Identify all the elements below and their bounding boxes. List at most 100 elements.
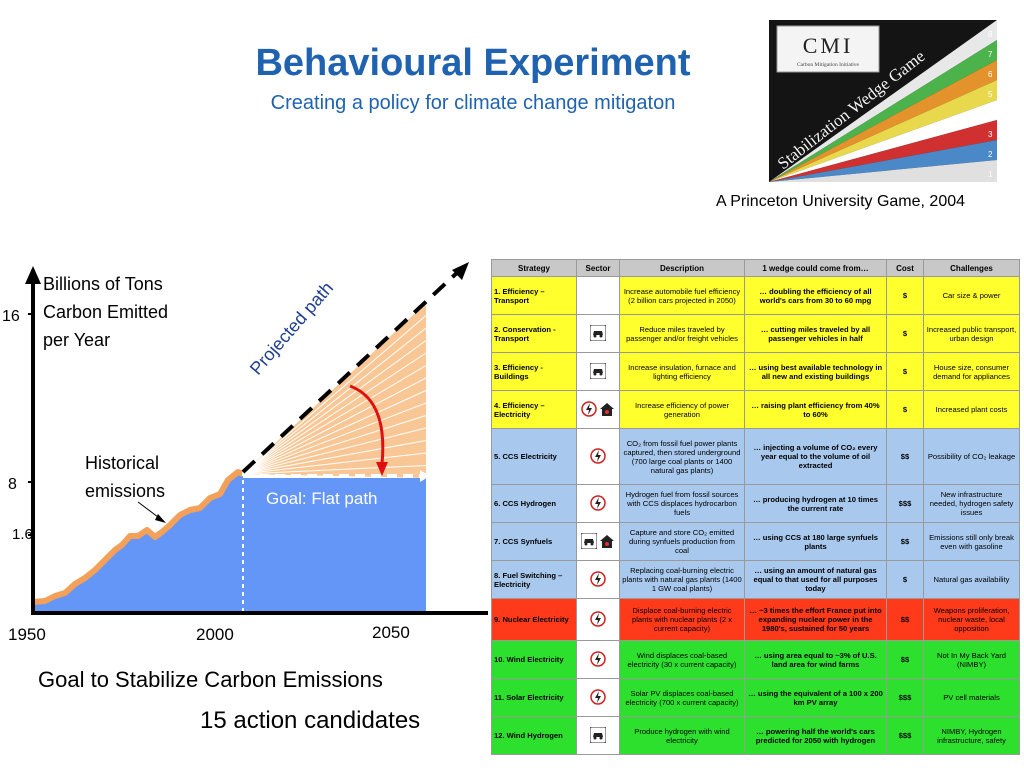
table-row: 10. Wind Electricity Wind displaces coal-… [491,640,1020,679]
wedge-source-cell: … doubling the efficiency of all world's… [744,276,887,315]
description-cell: Reduce miles traveled by passenger and/o… [619,314,745,353]
strategy-cell: 8. Fuel Switching – Electricity [491,560,577,599]
wedge-source-cell: … cutting miles traveled by all passenge… [744,314,887,353]
sector-cell [576,314,620,353]
house-icon [599,401,615,419]
lightning-bolt-icon [590,688,606,707]
header-description: Description [619,259,745,277]
x-tick-2000: 2000 [196,625,234,644]
description-cell: Produce hydrogen with wind electricity [619,716,745,755]
sector-cell [576,640,620,679]
reduction-arrow [349,384,385,465]
projected-path-line [241,268,462,474]
lightning-bolt-icon [590,650,606,669]
page-title: Behavioural Experiment [255,42,691,84]
strategy-cell: 3. Efficiency - Buildings [491,352,577,391]
wedge-stripe [241,365,427,475]
cost-cell: $ [886,390,924,429]
challenges-cell: Increased public transport, urban design [923,314,1020,353]
strategy-cell: 12. Wind Hydrogen [491,716,577,755]
sector-cell [576,276,620,315]
sector-cell [576,716,620,755]
table-row: 11. Solar Electricity Solar PV displaces … [491,678,1020,717]
description-cell: Increase automobile fuel efficiency (2 b… [619,276,745,315]
projected-path-label: Projected path [246,278,337,379]
y-tick-16: 16 [2,308,20,325]
wedge-source-cell: … injecting a volume of CO₂ every year e… [744,428,887,485]
lightning-bolt-icon [590,447,606,466]
sector-cell [576,484,620,523]
action-caption: 15 action candidates [200,707,421,734]
header-sector: Sector [576,259,620,277]
description-cell: CO₂ from fossil fuel power plants captur… [619,428,745,485]
wedge-stripe [241,390,427,475]
car-icon [580,532,598,551]
y-tick-1-6: 1.6 [12,526,33,543]
x-tick-1950: 1950 [8,625,46,644]
wedge-source-cell: … using CCS at 180 large synfuels plants [744,522,887,561]
table-row: 9. Nuclear Electricity Displace coal-burn… [491,598,1020,641]
sector-cell [576,598,620,641]
description-cell: Increase insulation, furnace and lightin… [619,352,745,391]
wedge-stripe [241,377,427,475]
sector-cell [576,352,620,391]
logo-brand: CMI [803,33,854,58]
description-cell: Wind displaces coal-based electricity (3… [619,640,745,679]
sector-cell [576,428,620,485]
table-row: 8. Fuel Switching – Electricity Replacing… [491,560,1020,599]
cost-cell: $$$ [886,484,924,523]
wedge-source-cell: … ~3 times the effort France put into ex… [744,598,887,641]
wedge-stripe [241,440,427,475]
challenges-cell: Natural gas availability [923,560,1020,599]
wedge-stripe [241,465,427,475]
logo-wedge-number: 3 [988,130,993,139]
challenges-cell: House size, consumer demand for applianc… [923,352,1020,391]
strategy-cell: 7. CCS Synfuels [491,522,577,561]
historical-emissions-label: Historical emissions [85,453,166,501]
logo-wedge-number: 6 [988,70,993,79]
logo-brand-sub: Carbon Mitigation Initiative [797,62,860,68]
challenges-cell: Emissions still only break even with gas… [923,522,1020,561]
wedge-source-cell: … using best available technology in all… [744,352,887,391]
logo-wedge-number: 5 [988,90,993,99]
strategy-cell: 5. CCS Electricity [491,428,577,485]
sector-cell [576,560,620,599]
wedge-stripe [241,340,427,475]
header-challenges: Challenges [923,259,1020,277]
projected-arrowhead [452,262,469,280]
strategy-cell: 11. Solar Electricity [491,678,577,717]
challenges-cell: PV cell materials [923,678,1020,717]
wedge-stripe [241,415,427,475]
cost-cell: $ [886,276,924,315]
strategy-cell: 6. CCS Hydrogen [491,484,577,523]
historical-line [32,469,245,605]
description-cell: Hydrogen fuel from fossil sources with C… [619,484,745,523]
sector-cell [576,678,620,717]
description-cell: Replacing coal-burning electric plants w… [619,560,745,599]
wedge-source-cell: … using area equal to ~3% of U.S. land a… [744,640,887,679]
wedge-source-cell: … producing hydrogen at 10 times the cur… [744,484,887,523]
table-row: 7. CCS Synfuels Capture and store CO₂ emi… [491,522,1020,561]
logo-numbers: 8 7 6 5 4 3 2 1 [988,30,993,179]
header-cost: Cost [886,259,924,277]
table-row: 6. CCS Hydrogen Hydrogen fuel from fossil… [491,484,1020,523]
historical-area [33,472,243,612]
table-row: 12. Wind Hydrogen Produce hydrogen with w… [491,716,1020,755]
challenges-cell: Possibility of CO₂ leakage [923,428,1020,485]
wedge-strategy-table: Strategy Sector Description 1 wedge coul… [491,259,1020,755]
wedge-stripe [241,315,427,475]
cost-cell: $ [886,352,924,391]
cost-cell: $$ [886,640,924,679]
cost-cell: $$ [886,522,924,561]
lightning-bolt-icon [590,610,606,629]
goal-caption: Goal to Stabilize Carbon Emissions [38,667,383,692]
description-cell: Displace coal-burning electric plants wi… [619,598,745,641]
strategy-cell: 10. Wind Electricity [491,640,577,679]
game-credit: A Princeton University Game, 2004 [716,193,966,210]
strategy-cell: 1. Efficiency – Transport [491,276,577,315]
table-row: 1. Efficiency – Transport Increase automo… [491,276,1020,315]
sector-cell [576,522,620,561]
wedge-stripe [241,427,427,475]
wedge-stripe [241,327,427,475]
car-icon [589,324,607,343]
